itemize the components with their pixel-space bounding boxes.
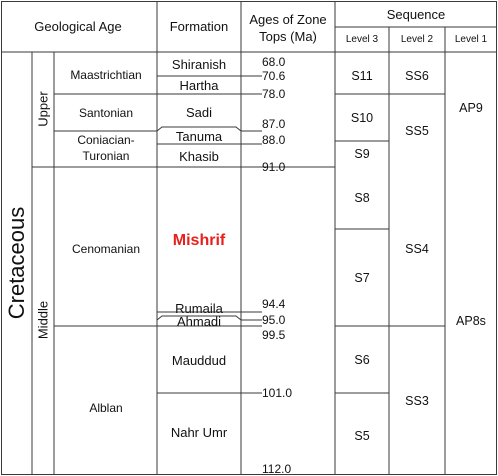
formation-khasib: Khasib <box>179 149 219 164</box>
sequence-s8: S8 <box>354 191 370 205</box>
sequence-s11: S11 <box>351 69 373 83</box>
epoch-upper: Upper <box>35 91 51 127</box>
sequence-s9: S9 <box>354 147 370 161</box>
sequence-ss6: SS6 <box>405 69 429 83</box>
age-87-0: 87.0 <box>262 117 286 131</box>
sequence-ss4: SS4 <box>405 242 429 256</box>
age-94-4: 94.4 <box>262 297 286 311</box>
formation-ahmadi: Ahmadi <box>176 314 222 329</box>
header-geological-age: Geological Age <box>34 19 122 34</box>
header-level2: Level 2 <box>400 34 434 45</box>
stage-santonian: Santonian <box>78 106 134 120</box>
age-101-0: 101.0 <box>262 386 293 400</box>
age-88-0: 88.0 <box>262 133 286 147</box>
sequence-ss3: SS3 <box>405 394 429 408</box>
age-112-0: 112.0 <box>262 462 292 476</box>
age-91-0: 91.0 <box>262 160 286 174</box>
formation-mishrif: Mishrif <box>172 232 226 249</box>
sequence-ap9: AP9 <box>459 101 483 115</box>
formation-rumaila: Rumaila <box>175 301 223 316</box>
formation-tanuma: Tanuma <box>175 129 223 144</box>
epoch-middle: Middle <box>35 300 51 340</box>
header-ages-line1: Ages of Zone <box>249 12 327 27</box>
stage-cenomanian: Cenomanian <box>71 242 141 256</box>
age-70-6: 70.6 <box>262 69 286 83</box>
sequence-ss5: SS5 <box>405 124 429 138</box>
age-68-0: 68.0 <box>262 55 286 69</box>
header-level3: Level 3 <box>345 34 379 45</box>
stage-maastrichtian: Maastrichtian <box>70 68 142 82</box>
age-78-0: 78.0 <box>262 87 286 101</box>
header-level1: Level 1 <box>454 34 488 45</box>
sequence-s5: S5 <box>354 429 370 443</box>
age-95-0: 95.0 <box>262 313 286 327</box>
header-sequence: Sequence <box>386 7 446 22</box>
stage-albian: Alblan <box>89 401 123 415</box>
period-label: Cretaceous <box>4 206 29 320</box>
formation-shiranish: Shiranish <box>171 57 227 72</box>
formation-nahr-umr: Nahr Umr <box>170 425 228 440</box>
sequence-s6: S6 <box>354 353 370 367</box>
formation-sadi: Sadi <box>185 105 213 120</box>
formation-mauddud: Mauddud <box>171 353 227 368</box>
formation-hartha: Hartha <box>179 78 219 93</box>
sequence-ap8s: AP8s <box>456 314 486 328</box>
age-99-5: 99.5 <box>262 328 286 342</box>
sequence-s10: S10 <box>350 111 374 125</box>
header-ages-line2: Tops (Ma) <box>259 29 317 44</box>
stage-coniacian-line1: Coniacian- <box>77 133 135 147</box>
stage-coniacian-line2: Turonian <box>82 149 130 163</box>
header-formation: Formation <box>169 19 229 34</box>
sequence-s7: S7 <box>354 271 370 285</box>
